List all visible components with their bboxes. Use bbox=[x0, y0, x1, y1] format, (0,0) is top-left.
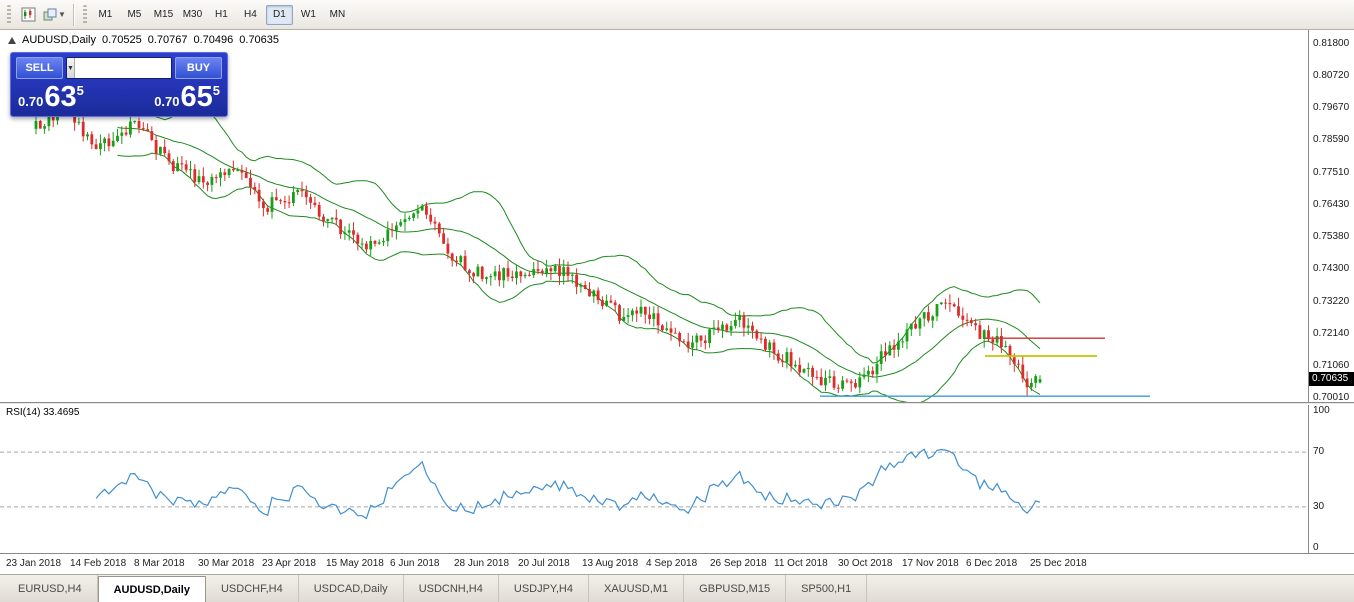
rsi-axis: 100 70 30 0 bbox=[1308, 405, 1354, 553]
timeframe-m15[interactable]: M15 bbox=[150, 5, 177, 25]
tab-audusd-daily[interactable]: AUDUSD,Daily bbox=[97, 576, 206, 602]
chart-tab-bar: EURUSD,H4 AUDUSD,Daily USDCHF,H4 USDCAD,Dai… bbox=[0, 574, 1354, 602]
timeframe-m1[interactable]: M1 bbox=[92, 5, 119, 25]
sell-price: 0.70 63 5 bbox=[18, 82, 84, 113]
chart-window: AUDUSD,Daily 0.70525 0.70767 0.70496 0.7… bbox=[0, 30, 1354, 574]
rsi-axis-label: 30 bbox=[1313, 500, 1325, 512]
timeframe-m30[interactable]: M30 bbox=[179, 5, 206, 25]
date-axis-label: 6 Jun 2018 bbox=[390, 558, 440, 569]
date-axis-label: 6 Dec 2018 bbox=[966, 558, 1018, 569]
tab-usdjpy-h4[interactable]: USDJPY,H4 bbox=[499, 575, 589, 602]
buy-price: 0.70 65 5 bbox=[154, 82, 220, 113]
buy-price-point: 5 bbox=[212, 83, 220, 98]
rsi-canvas[interactable] bbox=[0, 405, 1308, 553]
chart-symbol-period: AUDUSD,Daily bbox=[22, 34, 96, 46]
tab-sp500-h1[interactable]: SP500,H1 bbox=[786, 575, 868, 602]
date-axis-label: 30 Mar 2018 bbox=[198, 558, 255, 569]
price-axis-label: 0.80720 bbox=[1313, 70, 1350, 82]
sell-price-base: 0.70 bbox=[18, 94, 44, 109]
timeframe-mn[interactable]: MN bbox=[324, 5, 351, 25]
price-axis-label: 0.74300 bbox=[1313, 263, 1350, 275]
date-axis-label: 20 Jul 2018 bbox=[518, 558, 570, 569]
price-axis-label: 0.76430 bbox=[1313, 199, 1350, 211]
date-axis-label: 13 Aug 2018 bbox=[582, 558, 639, 569]
timeframe-h4[interactable]: H4 bbox=[237, 5, 264, 25]
timeframe-d1[interactable]: D1 bbox=[265, 4, 293, 25]
price-axis-label: 0.72140 bbox=[1313, 328, 1350, 340]
top-toolbar: ▼ M1 M5 M15 M30 H1 H4 D1 W1 MN bbox=[0, 0, 1354, 30]
ohlc-low: 0.70496 bbox=[193, 34, 234, 46]
chevron-down-icon: ▼ bbox=[58, 10, 66, 19]
date-axis-label: 11 Oct 2018 bbox=[774, 558, 828, 569]
templates-icon bbox=[43, 8, 57, 20]
rsi-indicator-label: RSI(14) 33.4695 bbox=[6, 407, 80, 418]
buy-price-pips: 65 bbox=[180, 81, 213, 113]
one-click-trading-panel: SELL ▼ ▲▼ BUY 0.70 63 5 0.70 65 5 bbox=[10, 52, 228, 117]
tab-eurusd-h4[interactable]: EURUSD,H4 bbox=[3, 575, 98, 602]
date-axis-label: 28 Jun 2018 bbox=[454, 558, 510, 569]
ohlc-open: 0.70525 bbox=[101, 34, 142, 46]
date-axis-label: 26 Sep 2018 bbox=[710, 558, 767, 569]
ohlc-close: 0.70635 bbox=[239, 34, 280, 46]
buy-button[interactable]: BUY bbox=[175, 57, 222, 79]
rsi-axis-label: 70 bbox=[1313, 446, 1325, 458]
ohlc-high: 0.70767 bbox=[147, 34, 188, 46]
date-axis-label: 25 Dec 2018 bbox=[1030, 558, 1087, 569]
sell-button[interactable]: SELL bbox=[16, 57, 63, 79]
date-axis: 23 Jan 2018 14 Feb 2018 8 Mar 2018 30 Mar 2… bbox=[0, 555, 1308, 574]
chart-marker-icon bbox=[8, 36, 16, 44]
panel-separator[interactable] bbox=[0, 402, 1354, 405]
candlestick-chart-icon bbox=[21, 7, 35, 22]
chart-templates-button[interactable]: ▼ bbox=[42, 4, 67, 26]
rsi-axis-label: 100 bbox=[1313, 405, 1330, 416]
lot-dropdown-icon[interactable]: ▼ bbox=[67, 58, 75, 78]
tab-usdchf-h4[interactable]: USDCHF,H4 bbox=[206, 575, 299, 602]
price-axis-label: 0.70010 bbox=[1313, 392, 1350, 403]
sell-price-point: 5 bbox=[76, 83, 84, 98]
timeframe-m5[interactable]: M5 bbox=[121, 5, 148, 25]
price-axis-label: 0.75380 bbox=[1313, 230, 1350, 242]
tab-xauusd-m1[interactable]: XAUUSD,M1 bbox=[589, 575, 685, 602]
axis-separator bbox=[0, 553, 1354, 554]
date-axis-label: 30 Oct 2018 bbox=[838, 558, 893, 569]
buy-price-base: 0.70 bbox=[154, 94, 180, 109]
toolbar-separator bbox=[72, 3, 74, 26]
price-axis-label: 0.78590 bbox=[1313, 134, 1350, 146]
date-axis-label: 14 Feb 2018 bbox=[70, 558, 127, 569]
tab-usdcad-daily[interactable]: USDCAD,Daily bbox=[299, 575, 404, 602]
price-axis-label: 0.77510 bbox=[1313, 166, 1350, 178]
lot-size-control: ▼ ▲▼ bbox=[66, 57, 172, 79]
chart-title: AUDUSD,Daily 0.70525 0.70767 0.70496 0.7… bbox=[8, 34, 279, 46]
sell-price-pips: 63 bbox=[44, 81, 77, 113]
date-axis-label: 4 Sep 2018 bbox=[646, 558, 698, 569]
chart-type-icon[interactable] bbox=[16, 4, 40, 26]
current-price-tag: 0.70635 bbox=[1309, 372, 1354, 387]
tab-gbpusd-m15[interactable]: GBPUSD,M15 bbox=[684, 575, 787, 602]
toolbar-drag-handle[interactable] bbox=[7, 4, 11, 25]
date-axis-label: 23 Apr 2018 bbox=[262, 558, 316, 569]
date-axis-label: 8 Mar 2018 bbox=[134, 558, 185, 569]
timeframe-w1[interactable]: W1 bbox=[295, 5, 322, 25]
price-axis: 0.81800 0.80720 0.79670 0.78590 0.77510 0.764… bbox=[1308, 30, 1354, 403]
price-axis-label: 0.73220 bbox=[1313, 295, 1350, 307]
date-axis-label: 23 Jan 2018 bbox=[6, 558, 62, 569]
date-axis-label: 17 Nov 2018 bbox=[902, 558, 959, 569]
lot-size-input[interactable] bbox=[74, 58, 171, 78]
timeframe-toolbar-handle[interactable] bbox=[82, 4, 87, 25]
price-axis-label: 0.79670 bbox=[1313, 101, 1350, 113]
rsi-axis-label: 0 bbox=[1313, 542, 1319, 553]
date-axis-label: 15 May 2018 bbox=[326, 558, 384, 569]
timeframe-h1[interactable]: H1 bbox=[208, 5, 235, 25]
price-axis-label: 0.81800 bbox=[1313, 38, 1350, 49]
tab-usdcnh-h4[interactable]: USDCNH,H4 bbox=[404, 575, 499, 602]
price-axis-label: 0.71060 bbox=[1313, 360, 1350, 372]
